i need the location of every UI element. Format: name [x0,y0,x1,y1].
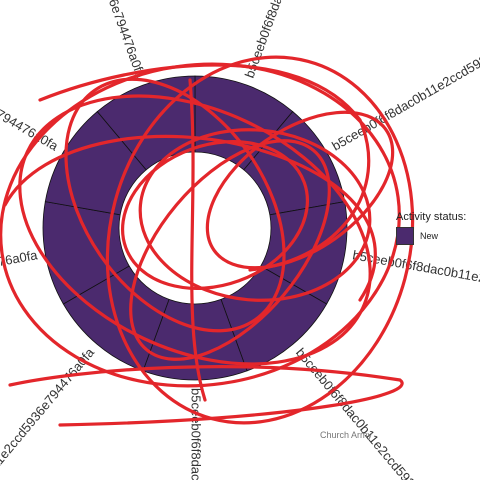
slice-label: b5ceeb0f6f8dac0b11e2ccd5936e794476a0fa [0,247,39,307]
legend: Activity status: New [396,211,466,245]
scribble-stroke [8,365,404,427]
scribble-loop [129,139,331,361]
slice-label: b5ceeb0f6f8dac0b11e2ccd5936e794476a0fa [0,11,61,154]
legend-entry-new: New [396,227,466,245]
legend-label-new: New [420,231,439,241]
scribble-loop [120,140,310,290]
scribble-stroke [38,63,371,272]
red-scribble-overlay [0,55,415,427]
scribble-stroke [3,134,377,302]
slice-label: b5ceeb0f6f8dac0b11e2ccd5936e794476a0fa [293,345,472,480]
legend-title: Activity status: [396,211,467,223]
slice-label: b5ceeb0f6f8dac0b11e2ccd5936e794476a0fa [189,388,204,480]
scribble-stroke [188,78,207,402]
scribble-loop [64,77,286,333]
slice-label: b5ceeb0f6f8dac0b11e2ccd5936e794476a0fa [0,344,98,480]
legend-swatch-new [396,227,414,245]
caption: Church Army [320,430,373,440]
scribble-loop [18,94,372,366]
scribble-loop [205,110,395,270]
slice-label: b5ceeb0f6f8dac0b11e2ccd5936e794476a0fa [45,0,148,81]
